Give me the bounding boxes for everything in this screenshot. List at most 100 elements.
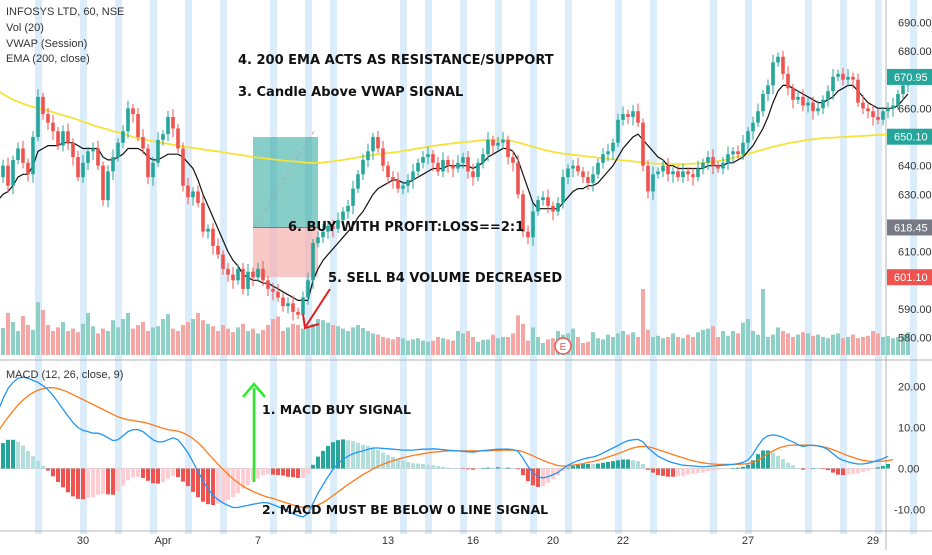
macd-histogram-bar — [521, 468, 525, 476]
candle-body — [646, 165, 650, 192]
macd-histogram-bar — [31, 456, 35, 469]
earnings-marker[interactable]: E — [554, 337, 572, 355]
candle-body — [736, 151, 740, 155]
macd-histogram-bar — [216, 468, 220, 504]
volume-bar — [161, 319, 165, 355]
macd-histogram-bar — [96, 468, 100, 495]
candle-body — [616, 119, 620, 143]
session-band — [805, 0, 812, 534]
candle-body — [201, 202, 205, 232]
macd-histogram-bar — [271, 468, 275, 475]
session-band — [185, 0, 192, 534]
candle-body — [411, 171, 415, 180]
volume-bar — [721, 331, 725, 355]
macd-histogram-bar — [706, 468, 710, 472]
legend-ema[interactable]: EMA (200, close) — [6, 53, 90, 65]
volume-bar — [101, 328, 105, 355]
volume-bar — [96, 333, 100, 355]
time-tick-label: Apr — [154, 535, 171, 547]
macd-histogram-bar — [786, 462, 790, 469]
volume-bar — [831, 334, 835, 355]
volume-bar — [411, 339, 415, 355]
candle-body — [206, 228, 210, 232]
volume-bar — [296, 325, 300, 355]
macd-histogram-bar — [286, 468, 290, 477]
macd-histogram-bar — [861, 468, 865, 473]
macd-histogram-bar — [436, 466, 440, 469]
volume-bar — [671, 333, 675, 355]
time-tick-label: 30 — [77, 535, 89, 547]
macd-histogram-bar — [601, 462, 605, 469]
volume-bar — [271, 319, 275, 355]
volume-bar — [206, 323, 210, 355]
macd-histogram-bar — [376, 450, 380, 469]
candle-body — [606, 151, 610, 155]
macd-histogram-bar — [316, 456, 320, 469]
volume-bar — [596, 338, 600, 355]
legend-macd[interactable]: MACD (12, 26, close, 9) — [6, 369, 123, 381]
macd-histogram-bar — [26, 450, 30, 469]
macd-histogram-bar — [731, 468, 735, 469]
legend-vwap[interactable]: VWAP (Session) — [6, 38, 87, 50]
volume-bar — [771, 334, 775, 355]
volume-bar — [471, 337, 475, 355]
candle-body — [816, 108, 820, 112]
symbol-title[interactable]: INFOSYS LTD, 60, NSE — [6, 6, 124, 18]
session-band — [80, 0, 87, 534]
macd-histogram-bar — [426, 464, 430, 469]
volume-bar — [621, 331, 625, 355]
macd-histogram-bar — [796, 468, 800, 469]
macd-tick-label: 0.00 — [898, 464, 919, 476]
macd-histogram-bar — [616, 460, 620, 469]
time-tick-label: 29 — [867, 535, 879, 547]
macd-histogram-bar — [761, 450, 765, 469]
volume-bar — [581, 343, 585, 355]
macd-histogram-bar — [846, 468, 850, 475]
time-tick-label: 20 — [547, 535, 559, 547]
volume-bar — [286, 327, 290, 355]
volume-bar — [376, 334, 380, 355]
macd-histogram-bar — [126, 468, 130, 481]
time-tick-label: 13 — [382, 535, 394, 547]
volume-bar — [6, 313, 10, 355]
candle-body — [361, 159, 365, 175]
candle-body — [431, 154, 435, 163]
session-band — [910, 0, 917, 534]
price-badge — [887, 219, 932, 236]
candle-body — [61, 131, 65, 146]
candle-body — [151, 162, 155, 178]
risk-reward-tool[interactable] — [253, 131, 318, 278]
candle-body — [831, 76, 835, 92]
price-tick-label: 580.00 — [898, 333, 932, 345]
candle-body — [11, 159, 15, 186]
candle-body — [86, 151, 90, 163]
candle-body — [406, 180, 410, 186]
volume-bar — [631, 332, 635, 355]
candle-body — [131, 108, 135, 115]
candle-body — [211, 228, 215, 246]
macd-histogram-bar — [811, 468, 815, 469]
macd-histogram-bar — [131, 468, 135, 478]
macd-histogram-bar — [81, 468, 85, 500]
candle-body — [826, 91, 830, 100]
candle-body — [661, 165, 665, 172]
candle-body — [166, 116, 170, 135]
candle-body — [656, 171, 660, 175]
macd-histogram-bar — [186, 468, 190, 487]
macd-histogram-bar — [56, 468, 60, 483]
volume-bar — [256, 333, 260, 355]
volume-bar — [121, 319, 125, 355]
legend-volume[interactable]: Vol (20) — [6, 22, 44, 34]
volume-bar — [646, 329, 650, 355]
candle-body — [801, 96, 805, 106]
macd-histogram-bar — [246, 468, 250, 485]
candle-body — [871, 111, 875, 117]
volume-bar — [616, 333, 620, 355]
volume-bar — [156, 326, 160, 355]
candle-body — [256, 268, 260, 278]
macd-histogram-bar — [176, 468, 180, 478]
macd-histogram-bar — [621, 459, 625, 469]
annotation-buy-ratio: 6. BUY WITH PROFIT:LOSS==2:1 — [288, 220, 524, 235]
price-tick-label: 690.00 — [898, 17, 932, 29]
